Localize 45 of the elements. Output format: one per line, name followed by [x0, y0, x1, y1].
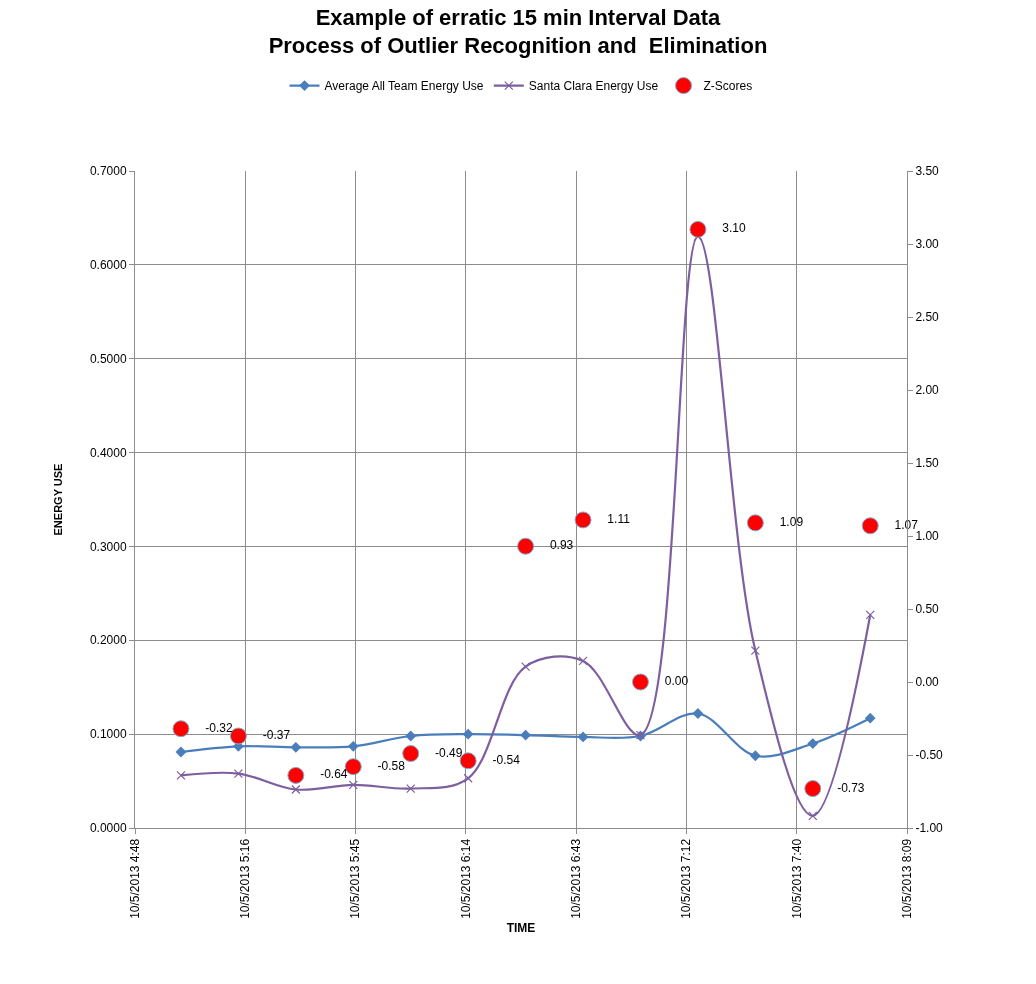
y2-tick-label: 2.00 — [915, 383, 940, 398]
y2-tick-label: 1.00 — [915, 529, 940, 544]
x-tick-label: 10/5/2013 6:14 — [458, 838, 473, 919]
y2-tick-label: 1.50 — [915, 456, 940, 471]
y-tick-label: 0.6000 — [89, 258, 127, 273]
chart-title: Example of erratic 15 min Interval Data Process of Outlier Recognition and Elimination — [268, 4, 768, 59]
data-label: 1.07 — [881, 517, 919, 532]
data-label: 1.09 — [766, 514, 804, 529]
legend-label: Z-Scores — [703, 79, 753, 94]
x-tick-label: 10/5/2013 5:16 — [238, 838, 253, 919]
legend-label: Average All Team Energy Use — [324, 79, 484, 94]
data-label: -0.37 — [249, 728, 291, 743]
data-label: -0.64 — [306, 767, 348, 782]
x-tick-label: 10/5/2013 5:45 — [348, 838, 363, 919]
data-label: 0.93 — [536, 538, 574, 553]
y2-tick-label: 3.50 — [915, 164, 940, 179]
data-label: 3.10 — [708, 221, 746, 236]
x-tick-label: 10/5/2013 8:09 — [899, 838, 914, 919]
y-tick-label: 0.3000 — [89, 539, 127, 554]
y-tick-label: 0.7000 — [89, 164, 127, 179]
data-label: -0.49 — [421, 745, 463, 760]
y2-tick-label: -0.50 — [915, 748, 944, 763]
data-label: -0.32 — [191, 720, 233, 735]
y-tick-label: 0.0000 — [89, 821, 127, 836]
y-axis-title: ENERGY USE — [51, 463, 64, 536]
x-axis-title: TIME — [506, 920, 536, 935]
y-tick-label: 0.5000 — [89, 351, 127, 366]
y2-tick-label: -1.00 — [915, 821, 944, 836]
data-label: 0.00 — [651, 674, 689, 688]
y2-tick-label: 0.50 — [915, 602, 940, 617]
x-tick-label: 10/5/2013 7:40 — [789, 838, 804, 919]
y-tick-label: 0.1000 — [89, 727, 127, 742]
x-tick-label: 10/5/2013 4:48 — [127, 838, 142, 919]
y-tick-label: 0.2000 — [89, 633, 127, 648]
y2-tick-label: 2.50 — [915, 310, 940, 325]
x-tick-label: 10/5/2013 6:43 — [569, 838, 584, 919]
y2-tick-label: 0.00 — [915, 675, 940, 690]
data-label: -0.58 — [364, 758, 406, 773]
data-label: -0.73 — [823, 780, 865, 795]
data-label: 1.11 — [594, 511, 631, 526]
y-tick-label: 0.4000 — [89, 445, 127, 460]
x-tick-label: 10/5/2013 7:12 — [679, 838, 694, 919]
legend-label: Santa Clara Energy Use — [528, 79, 659, 94]
y2-tick-label: 3.00 — [915, 237, 940, 252]
data-label: -0.54 — [479, 752, 521, 767]
